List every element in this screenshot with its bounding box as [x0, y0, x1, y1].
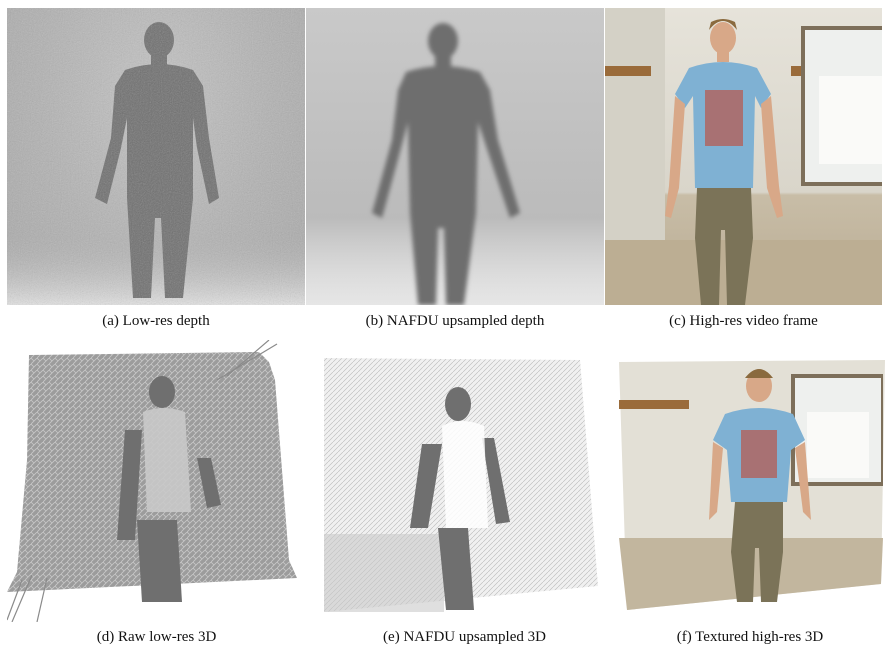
mesh-spikes: [7, 340, 278, 622]
person-silhouette: [117, 376, 221, 602]
person: [709, 369, 811, 602]
upsampled-3d-mesh: [324, 358, 598, 612]
panel-e-nafdu-upsampled-3d: [318, 352, 611, 620]
upsampled-depth-image: [306, 23, 604, 305]
wood-rail: [605, 66, 651, 76]
person-silhouette: [372, 23, 520, 305]
raw-3d-mesh: [7, 340, 297, 622]
panel-d-raw-low-res-3d: [7, 340, 306, 622]
person: [665, 19, 783, 305]
caption-b: (b) NAFDU upsampled depth: [365, 313, 545, 329]
caption-d: (d) Raw low-res 3D: [96, 629, 217, 645]
textured-3d-render: [619, 360, 885, 610]
video-frame-image: [605, 8, 882, 305]
caption-e: (e) NAFDU upsampled 3D: [383, 629, 546, 645]
caption-f: (f) Textured high-res 3D: [676, 629, 824, 645]
person-silhouette: [410, 387, 510, 610]
low-res-depth-image: [7, 8, 305, 305]
caption-c: (c) High-res video frame: [669, 313, 818, 329]
panel-b-nafdu-upsampled-depth: [306, 8, 604, 305]
caption-a: (a) Low-res depth: [102, 313, 210, 329]
panel-c-high-res-video-frame: [605, 8, 882, 305]
panel-a-low-res-depth: [7, 8, 305, 305]
panel-f-textured-high-res-3d: [615, 352, 885, 614]
